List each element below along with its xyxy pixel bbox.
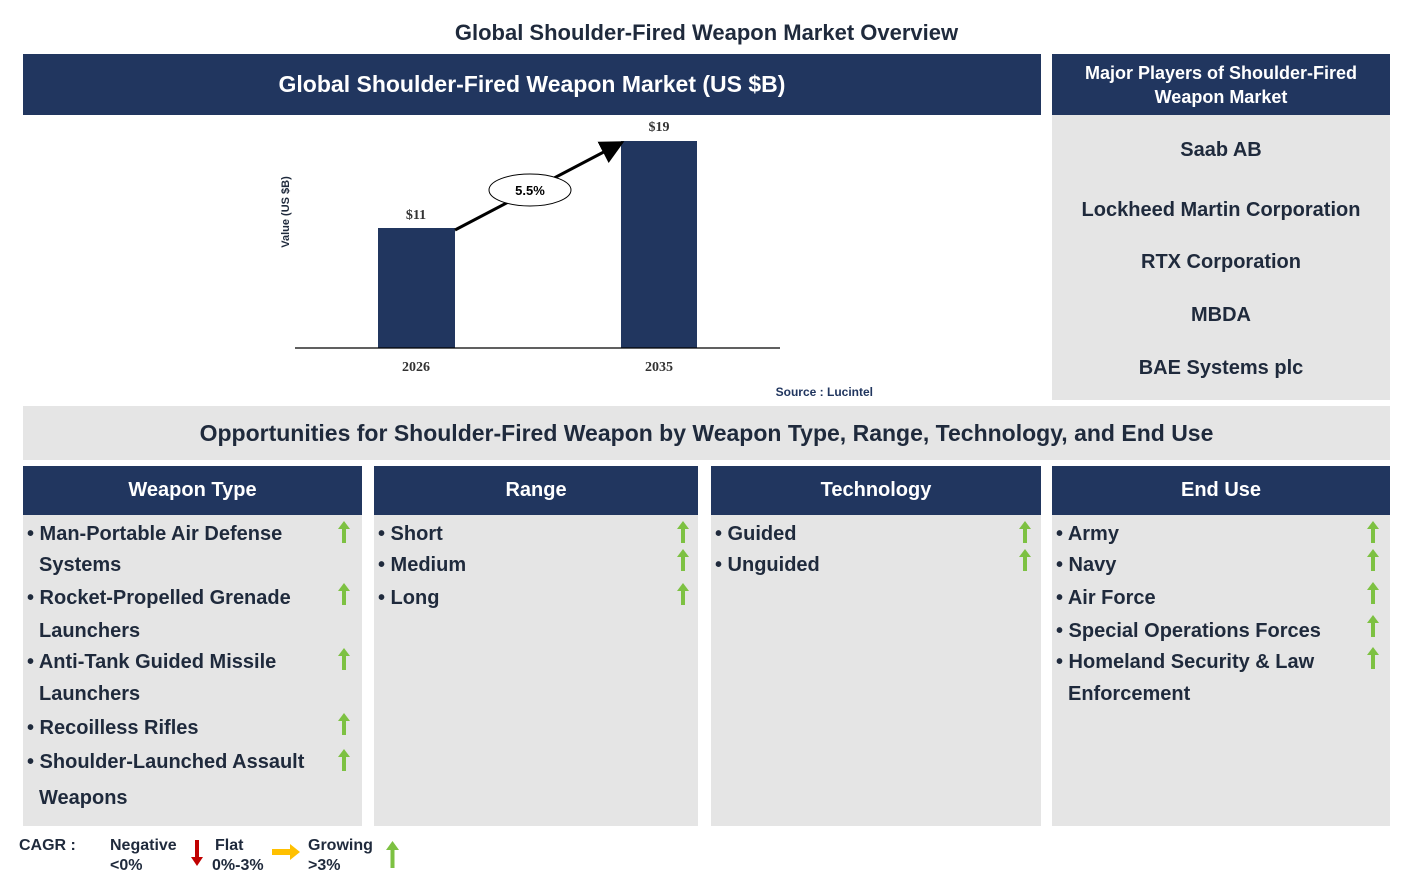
list-item: • Rocket-Propelled Grenade [27, 587, 291, 609]
growing-arrow-icon [386, 841, 399, 868]
list-item: • Shoulder-Launched Assault [27, 751, 305, 773]
growing-arrow-icon [1019, 521, 1031, 543]
growing-arrow-icon [1019, 549, 1031, 571]
list-item: • Medium [378, 554, 467, 576]
growing-arrow-icon [1367, 549, 1379, 571]
growing-arrow-icon [1367, 521, 1379, 543]
list-item: • Homeland Security & Law [1056, 651, 1315, 673]
growing-arrow-icon [338, 713, 350, 735]
list-item-cont: Launchers [39, 620, 141, 642]
list-item: • Navy [1056, 554, 1117, 576]
column-header: Technology [711, 466, 1041, 515]
list-item-cont: Systems [39, 554, 122, 576]
growing-arrow-icon [1367, 647, 1379, 669]
legend-growing: Growing >3% [308, 837, 373, 874]
column-technology: Technology • Guided • Unguided [711, 466, 1041, 826]
growing-arrow-icon [1367, 582, 1379, 604]
growing-arrow-icon [338, 648, 350, 670]
column-weapon-type: Weapon Type • Man-Portable Air Defense S… [23, 466, 362, 826]
column-header: End Use [1052, 466, 1390, 515]
player-item: Lockheed Martin Corporation [1081, 199, 1361, 221]
column-header: Weapon Type [23, 466, 362, 515]
chart-header: Global Shoulder-Fired Weapon Market (US … [23, 54, 1041, 115]
list-item: • Special Operations Forces [1056, 620, 1321, 642]
list-item: • Anti-Tank Guided Missile [27, 651, 277, 673]
growing-arrow-icon [338, 521, 350, 543]
column-end-use: End Use • Army • Navy • Air Force • Spec… [1052, 466, 1390, 826]
flat-arrow-icon [272, 844, 300, 860]
bar-value-2035: $19 [649, 120, 670, 135]
legend-flat: Flat 0%-3% [212, 837, 264, 874]
players-list: Saab AB Lockheed Martin Corporation RTX … [1052, 115, 1390, 400]
y-axis-label: Value (US $B) [280, 176, 292, 248]
list-item: • Long [378, 587, 440, 609]
column-range: Range • Short • Medium • Long [374, 466, 698, 826]
x-tick-2026: 2026 [402, 360, 430, 375]
column-header: Range [374, 466, 698, 515]
list-item: • Man-Portable Air Defense [27, 523, 283, 545]
player-item: MBDA [1191, 304, 1251, 326]
bar-2026 [378, 228, 455, 348]
player-item: RTX Corporation [1141, 251, 1301, 273]
cagr-label: 5.5% [515, 183, 545, 198]
growing-arrow-icon [338, 583, 350, 605]
list-item: • Army [1056, 523, 1119, 545]
growing-arrow-icon [677, 549, 689, 571]
source-label: Source : Lucintel [776, 385, 873, 399]
growing-arrow-icon [1367, 615, 1379, 637]
list-item: • Guided [715, 523, 797, 545]
players-header: Major Players of Shoulder-Fired Weapon M… [1052, 54, 1390, 115]
cagr-bubble [488, 173, 572, 207]
list-item: • Air Force [1056, 587, 1156, 609]
negative-arrow-icon [191, 840, 203, 866]
list-item: • Unguided [715, 554, 820, 576]
opportunities-banner: Opportunities for Shoulder-Fired Weapon … [23, 406, 1390, 460]
growing-arrow-icon [338, 749, 350, 771]
legend-negative: Negative <0% [110, 837, 177, 874]
x-tick-2035: 2035 [645, 360, 673, 375]
player-item: Saab AB [1180, 139, 1262, 161]
list-item: • Recoilless Rifles [27, 717, 199, 739]
list-item-cont: Enforcement [1068, 683, 1191, 705]
page-title: Global Shoulder-Fired Weapon Market Over… [454, 20, 959, 45]
bar-2035 [621, 141, 697, 348]
list-item-cont: Launchers [39, 683, 141, 705]
list-item: • Short [378, 523, 443, 545]
bar-value-2026: $11 [406, 208, 426, 223]
market-bar-chart: Value (US $B) $11 $19 2026 2035 5.5% Sou… [280, 120, 873, 399]
growing-arrow-icon [677, 521, 689, 543]
player-item: BAE Systems plc [1138, 357, 1304, 379]
list-item-cont: Weapons [39, 787, 128, 809]
legend-label: CAGR : [19, 837, 76, 854]
growing-arrow-icon [677, 583, 689, 605]
